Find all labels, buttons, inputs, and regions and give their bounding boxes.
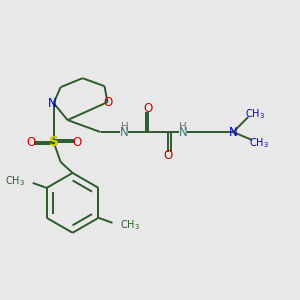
Text: CH$_3$: CH$_3$: [249, 136, 269, 150]
Text: CH$_3$: CH$_3$: [245, 107, 265, 121]
Text: CH$_3$: CH$_3$: [5, 174, 25, 188]
Text: O: O: [26, 136, 35, 148]
Text: S: S: [49, 135, 58, 149]
Text: N: N: [179, 125, 188, 139]
Text: N: N: [120, 125, 129, 139]
Text: O: O: [144, 102, 153, 115]
Text: O: O: [104, 96, 113, 109]
Text: O: O: [164, 149, 173, 163]
Text: CH$_3$: CH$_3$: [120, 218, 140, 232]
Text: H: H: [179, 122, 187, 132]
Text: N: N: [229, 125, 238, 139]
Text: H: H: [121, 122, 128, 132]
Text: N: N: [48, 97, 57, 110]
Text: O: O: [72, 136, 81, 148]
